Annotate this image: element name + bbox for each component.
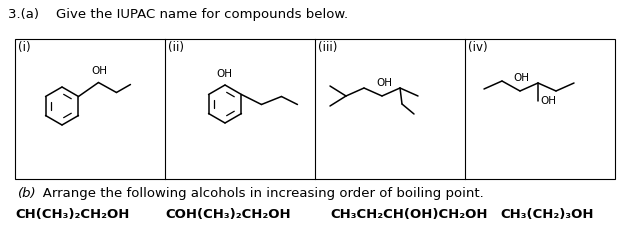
Text: (i): (i) — [18, 41, 31, 54]
Text: (iv): (iv) — [468, 41, 488, 54]
Bar — [15, 39, 615, 179]
Text: OH: OH — [540, 96, 556, 106]
Text: (ii): (ii) — [168, 41, 184, 54]
Text: OH: OH — [376, 78, 392, 88]
Text: OH: OH — [92, 66, 107, 76]
Text: CH(CH₃)₂CH₂OH: CH(CH₃)₂CH₂OH — [15, 208, 129, 221]
Text: 3.(a)    Give the IUPAC name for compounds below.: 3.(a) Give the IUPAC name for compounds … — [8, 8, 348, 21]
Text: (iii): (iii) — [318, 41, 337, 54]
Text: CH₃CH₂CH(OH)CH₂OH: CH₃CH₂CH(OH)CH₂OH — [330, 208, 488, 221]
Text: COH(CH₃)₂CH₂OH: COH(CH₃)₂CH₂OH — [165, 208, 291, 221]
Text: Arrange the following alcohols in increasing order of boiling point.: Arrange the following alcohols in increa… — [30, 187, 484, 200]
Text: (b): (b) — [18, 187, 37, 200]
Text: OH: OH — [216, 69, 232, 79]
Text: CH₃(CH₂)₃OH: CH₃(CH₂)₃OH — [500, 208, 593, 221]
Text: OH: OH — [513, 73, 529, 83]
